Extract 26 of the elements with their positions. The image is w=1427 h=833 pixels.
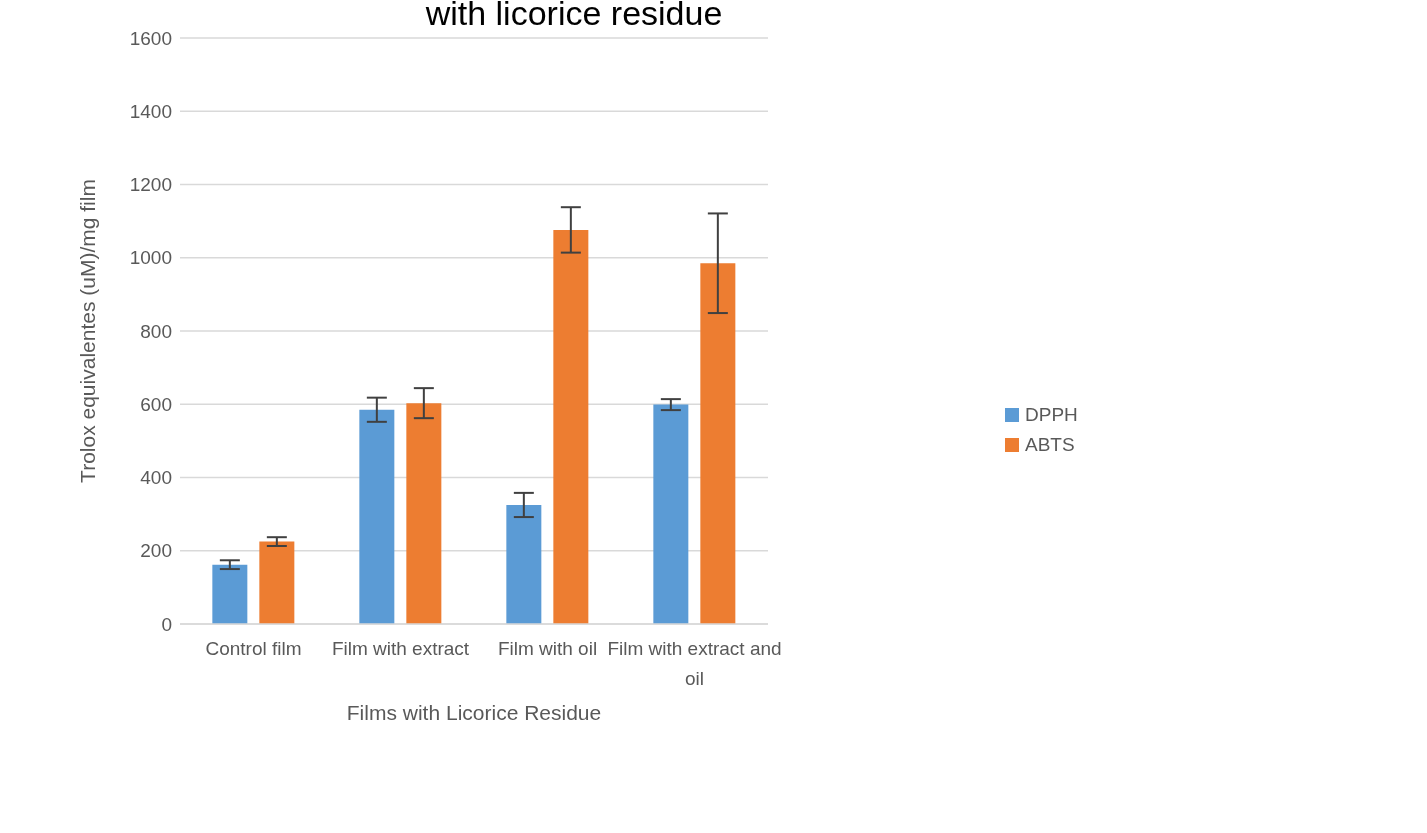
y-tick-label: 400	[140, 467, 172, 489]
x-tick-label: Control film	[205, 638, 302, 660]
legend-label: DPPH	[1025, 403, 1078, 427]
y-tick-label: 800	[140, 320, 172, 342]
bar	[700, 263, 736, 624]
y-tick-label: 0	[161, 613, 172, 635]
bar	[259, 541, 295, 624]
y-tick-label: 1000	[129, 247, 172, 269]
x-tick-label: Film with extract and oil	[607, 638, 782, 690]
legend-label: ABTS	[1025, 433, 1075, 457]
x-tick-label: Film with oil	[497, 638, 598, 660]
x-axis-title: Films with Licorice Residue	[346, 701, 602, 724]
y-tick-label: 600	[140, 393, 172, 415]
bar	[359, 409, 395, 624]
bar	[653, 404, 689, 624]
chart-title: with licorice residue	[424, 0, 724, 33]
bar	[212, 564, 248, 624]
bar	[506, 504, 542, 624]
x-tick-label: Film with extract	[331, 638, 470, 660]
y-tick-label: 1400	[129, 101, 172, 122]
bar	[406, 403, 442, 624]
bar	[553, 229, 589, 624]
y-tick-label: 1600	[129, 27, 172, 49]
y-tick-label: 200	[140, 540, 172, 562]
y-tick-label: 1200	[129, 174, 172, 196]
y-axis-title: Trolox equivalentes (uM)/mg film	[76, 179, 100, 483]
